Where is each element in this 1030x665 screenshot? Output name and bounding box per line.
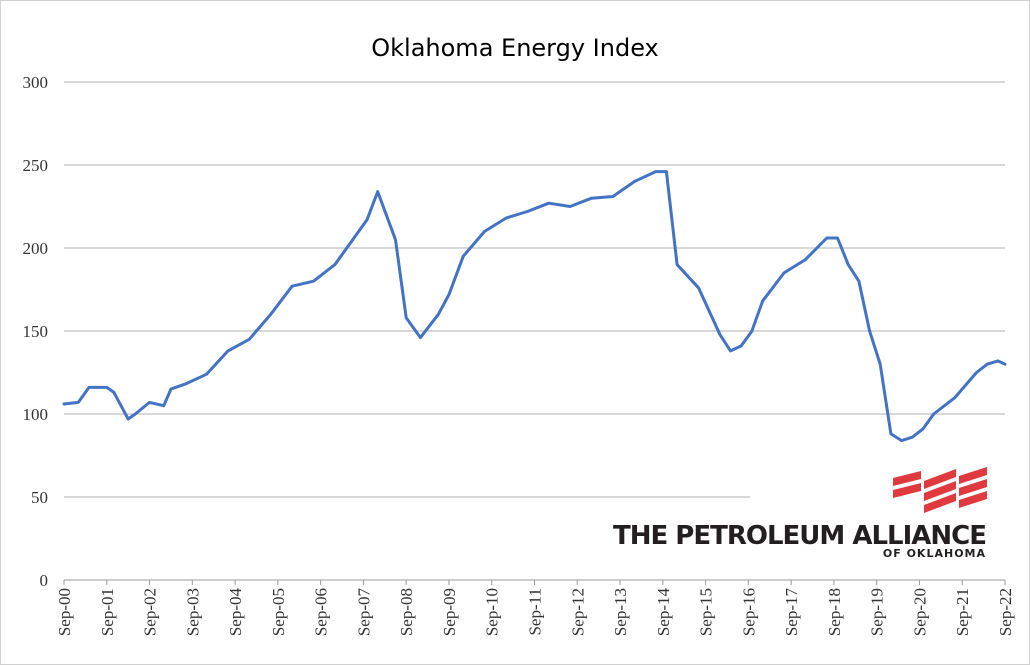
- x-tick-label: Sep-00: [55, 588, 74, 636]
- x-tick-label: Sep-17: [782, 588, 801, 637]
- y-tick-label: 0: [40, 571, 49, 590]
- x-tick-label: Sep-05: [269, 588, 288, 636]
- chart-title: Oklahoma Energy Index: [371, 34, 659, 62]
- y-tick-label: 250: [23, 156, 49, 175]
- logo-stripe: [959, 479, 987, 496]
- x-tick-label: Sep-15: [697, 588, 716, 636]
- logo-stripe: [924, 469, 956, 489]
- x-tick-label: Sep-07: [354, 588, 373, 637]
- x-tick-label: Sep-13: [611, 588, 630, 636]
- series-layer: [62, 170, 1007, 443]
- x-tick-label: Sep-20: [910, 588, 929, 636]
- series-line-0: [62, 170, 1007, 443]
- x-tick-label: Sep-03: [183, 588, 202, 636]
- logo-stripe: [893, 483, 921, 498]
- x-tick-label: Sep-09: [440, 588, 459, 636]
- logo-main-text: THE PETROLEUM ALLIANCE: [613, 521, 986, 551]
- y-tick-label: 100: [23, 405, 49, 424]
- logo-stripe: [959, 491, 987, 508]
- logo-flag-icon: [893, 467, 987, 513]
- x-tick-label: Sep-10: [483, 588, 502, 636]
- x-tick-label: Sep-02: [141, 588, 160, 636]
- logo-stripe: [924, 493, 956, 513]
- x-tick-label: Sep-04: [226, 588, 245, 637]
- petroleum-alliance-logo: THE PETROLEUM ALLIANCE OF OKLAHOMA: [613, 467, 987, 560]
- x-tick-label: Sep-22: [996, 588, 1015, 636]
- y-axis-ticks: 0 50 100 150 200 250 300: [23, 73, 49, 590]
- y-tick-label: 50: [31, 488, 48, 507]
- x-tick-label: Sep-11: [526, 588, 545, 636]
- x-tick-label: Sep-21: [953, 588, 972, 636]
- x-tick-label: Sep-01: [98, 588, 117, 636]
- x-tick-label: Sep-08: [397, 588, 416, 636]
- x-axis-ticks: Sep-00 Sep-01 Sep-02 Sep-03 Sep-04 Sep-05 Sep-…: [55, 580, 1015, 636]
- x-tick-label: Sep-18: [825, 588, 844, 636]
- x-tick-label: Sep-12: [568, 588, 587, 636]
- x-tick-label: Sep-19: [868, 588, 887, 636]
- logo-stripe: [959, 467, 987, 484]
- y-tick-label: 300: [23, 73, 49, 92]
- x-tick-label: Sep-14: [654, 588, 673, 637]
- y-tick-label: 150: [23, 322, 49, 341]
- x-tick-label: Sep-16: [739, 588, 758, 636]
- x-tick-label: Sep-06: [312, 588, 331, 636]
- logo-stripe: [893, 471, 921, 486]
- logo-stripe: [924, 481, 956, 501]
- y-tick-label: 200: [23, 239, 49, 258]
- logo-sub-text: OF OKLAHOMA: [883, 547, 986, 560]
- gridlines: [64, 81, 1005, 581]
